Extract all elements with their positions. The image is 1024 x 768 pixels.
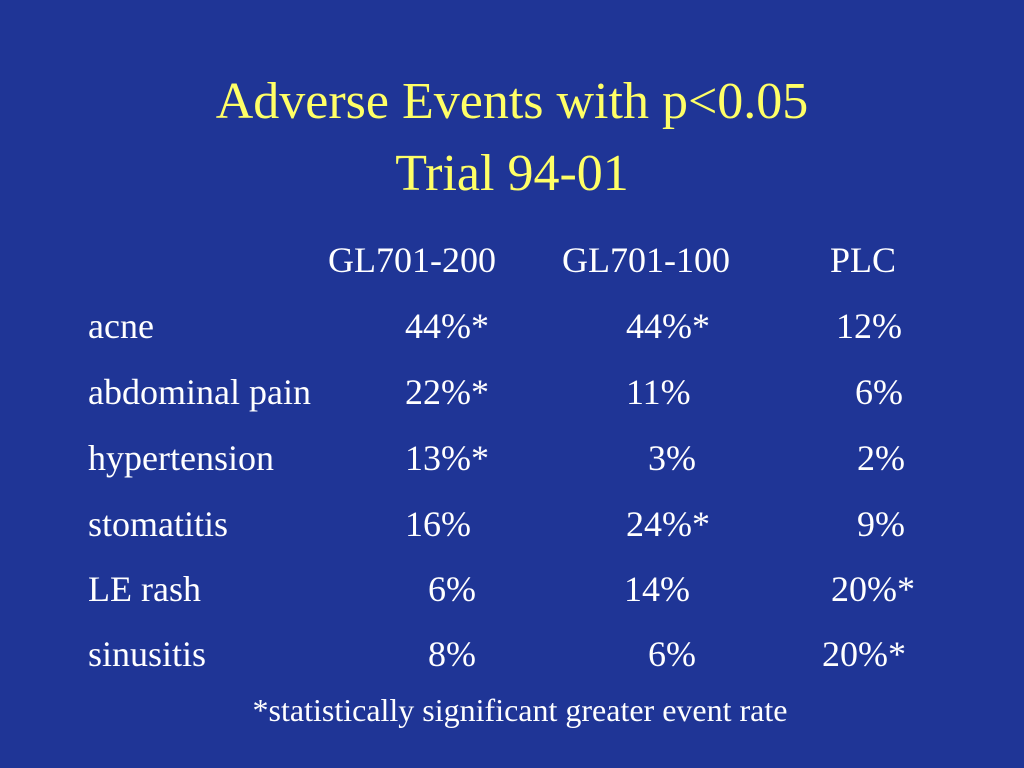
table-cell: 8% (428, 634, 476, 674)
table-cell: 44%* (405, 306, 489, 346)
table-cell: 3% (648, 438, 696, 478)
row-label-sinusitis: sinusitis (88, 634, 207, 674)
table-cell: 14% (624, 569, 690, 609)
table-cell: 24%* (626, 504, 710, 544)
table-cell: 20%* (822, 634, 906, 674)
table-cell: 22%* (405, 372, 489, 412)
row-label-acne: acne (88, 306, 154, 346)
row-label-stomatitis: stomatitis (88, 504, 229, 544)
table-cell: 6% (648, 634, 696, 674)
row-label-le-rash: LE rash (88, 569, 201, 609)
table-cell: 12% (836, 306, 902, 346)
slide-title: Adverse Events with p<0.05 (215, 73, 809, 130)
table-cell: 44%* (626, 306, 710, 346)
table-cell: 9% (857, 504, 905, 544)
table-cell: 11% (626, 372, 691, 412)
table-cell: 6% (855, 372, 903, 412)
column-header-plc: PLC (830, 240, 897, 280)
row-label-abdominal-pain: abdominal pain (88, 372, 311, 412)
footnote: *statistically significant greater event… (252, 692, 788, 728)
column-header-gl701-100: GL701-100 (562, 240, 730, 280)
table-cell: 16% (405, 504, 471, 544)
row-label-hypertension: hypertension (88, 438, 274, 478)
column-header-gl701-200: GL701-200 (328, 240, 496, 280)
table-cell: 20%* (831, 569, 915, 609)
slide-subtitle: Trial 94-01 (395, 145, 629, 202)
table-cell: 13%* (405, 438, 489, 478)
table-cell: 6% (428, 569, 476, 609)
table-cell: 2% (857, 438, 905, 478)
